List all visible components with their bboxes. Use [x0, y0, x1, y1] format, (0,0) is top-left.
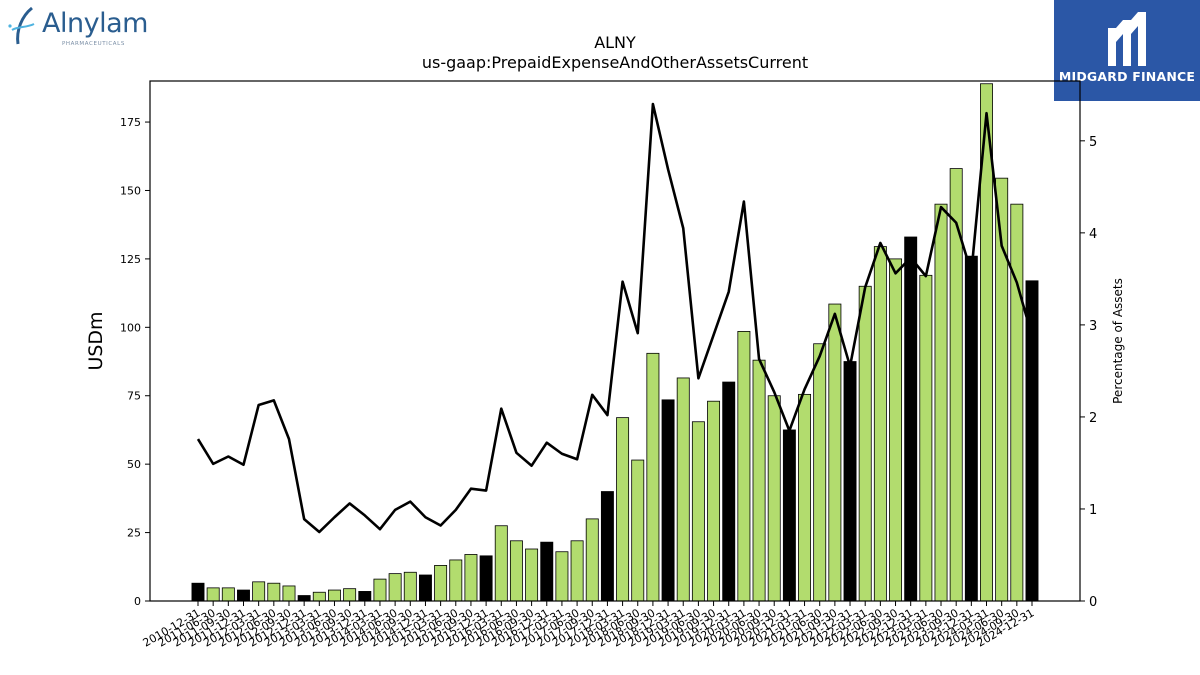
bar-38: [767, 395, 781, 602]
alnylam-helix-icon: [8, 6, 35, 45]
bar-48: [919, 274, 933, 602]
bar-55: [1025, 280, 1039, 602]
bar-51: [964, 255, 978, 602]
y2-tick-label-5: 5: [1089, 135, 1097, 150]
bar-12: [373, 578, 387, 602]
alnylam-wordmark: Alnylam: [42, 8, 148, 39]
y-tick-label-2: 50: [127, 458, 141, 471]
bar-15: [418, 574, 432, 602]
bar-39: [782, 429, 796, 602]
bar-49: [934, 203, 948, 602]
midgard-finance-logo: MIDGARD FINANCE: [1054, 0, 1200, 101]
bar-21: [509, 540, 523, 602]
axes-layer: 02550751001251501750123452010-12-312011-…: [120, 80, 1097, 650]
bar-11: [358, 591, 372, 602]
y-tick-label-5: 125: [120, 253, 141, 266]
bar-43: [843, 361, 857, 602]
bar-20: [494, 525, 508, 602]
bar-4: [252, 581, 266, 602]
plot-frame: [149, 80, 1081, 602]
y2-tick-label-0: 0: [1089, 595, 1097, 610]
bar-26: [585, 518, 599, 602]
bar-47: [904, 236, 918, 602]
bar-22: [525, 548, 539, 602]
bars-layer: [191, 83, 1039, 602]
chart-title: ALNY: [594, 33, 636, 52]
bar-54: [1010, 203, 1024, 602]
bar-33: [691, 421, 705, 602]
y-tick-label-3: 75: [127, 390, 141, 403]
bar-23: [540, 541, 554, 602]
bar-45: [873, 246, 887, 602]
bar-1: [206, 587, 220, 602]
bar-36: [737, 331, 751, 602]
bar-5: [267, 582, 281, 602]
bar-44: [858, 285, 872, 602]
y-tick-label-7: 175: [120, 116, 141, 129]
bar-2: [221, 587, 235, 602]
bar-3: [237, 589, 250, 602]
y-axis-label: USDm: [85, 311, 107, 370]
y2-tick-label-1: 1: [1089, 503, 1097, 518]
y2-tick-label-2: 2: [1089, 411, 1097, 426]
bar-34: [707, 400, 721, 602]
midgard-brand-text: MIDGARD FINANCE: [1058, 69, 1196, 84]
bar-31: [661, 399, 675, 602]
y-tick-label-4: 100: [120, 321, 141, 334]
bar-0: [191, 582, 205, 602]
alnylam-logo: Alnylam PHARMACEUTICALS: [4, 4, 164, 48]
bar-46: [889, 258, 902, 602]
bar-27: [600, 491, 614, 602]
bar-29: [631, 459, 645, 602]
bar-19: [479, 555, 493, 602]
alnylam-subtitle: PHARMACEUTICALS: [62, 41, 125, 47]
bar-14: [403, 571, 417, 602]
bar-41: [813, 343, 827, 602]
bar-30: [646, 352, 660, 602]
y-tick-label-0: 0: [134, 595, 141, 608]
bar-6: [282, 585, 296, 602]
bar-9: [328, 589, 341, 602]
bar-17: [449, 559, 463, 602]
percentage-line: [196, 102, 1034, 534]
bar-18: [464, 554, 478, 602]
bar-24: [555, 551, 569, 602]
bar-8: [312, 591, 326, 602]
bar-25: [570, 540, 584, 602]
chart-subtitle: us-gaap:PrepaidExpenseAndOtherAssetsCurr…: [422, 53, 808, 72]
bar-7: [297, 595, 311, 602]
y-tick-label-6: 150: [120, 184, 141, 197]
bar-42: [828, 303, 842, 602]
y2-tick-label-4: 4: [1089, 227, 1097, 242]
line-layer: [196, 102, 1034, 534]
y2-tick-label-3: 3: [1089, 319, 1097, 334]
y2-axis-label: Percentage of Assets: [1111, 278, 1125, 404]
bar-28: [616, 417, 630, 602]
bar-37: [752, 359, 766, 602]
bar-40: [798, 393, 812, 602]
midgard-m-icon: [1108, 12, 1146, 66]
bar-32: [676, 377, 690, 602]
bar-16: [434, 565, 448, 602]
bar-35: [722, 381, 736, 602]
y-tick-label-1: 25: [127, 527, 141, 540]
bar-10: [343, 588, 357, 602]
bar-13: [388, 573, 402, 602]
